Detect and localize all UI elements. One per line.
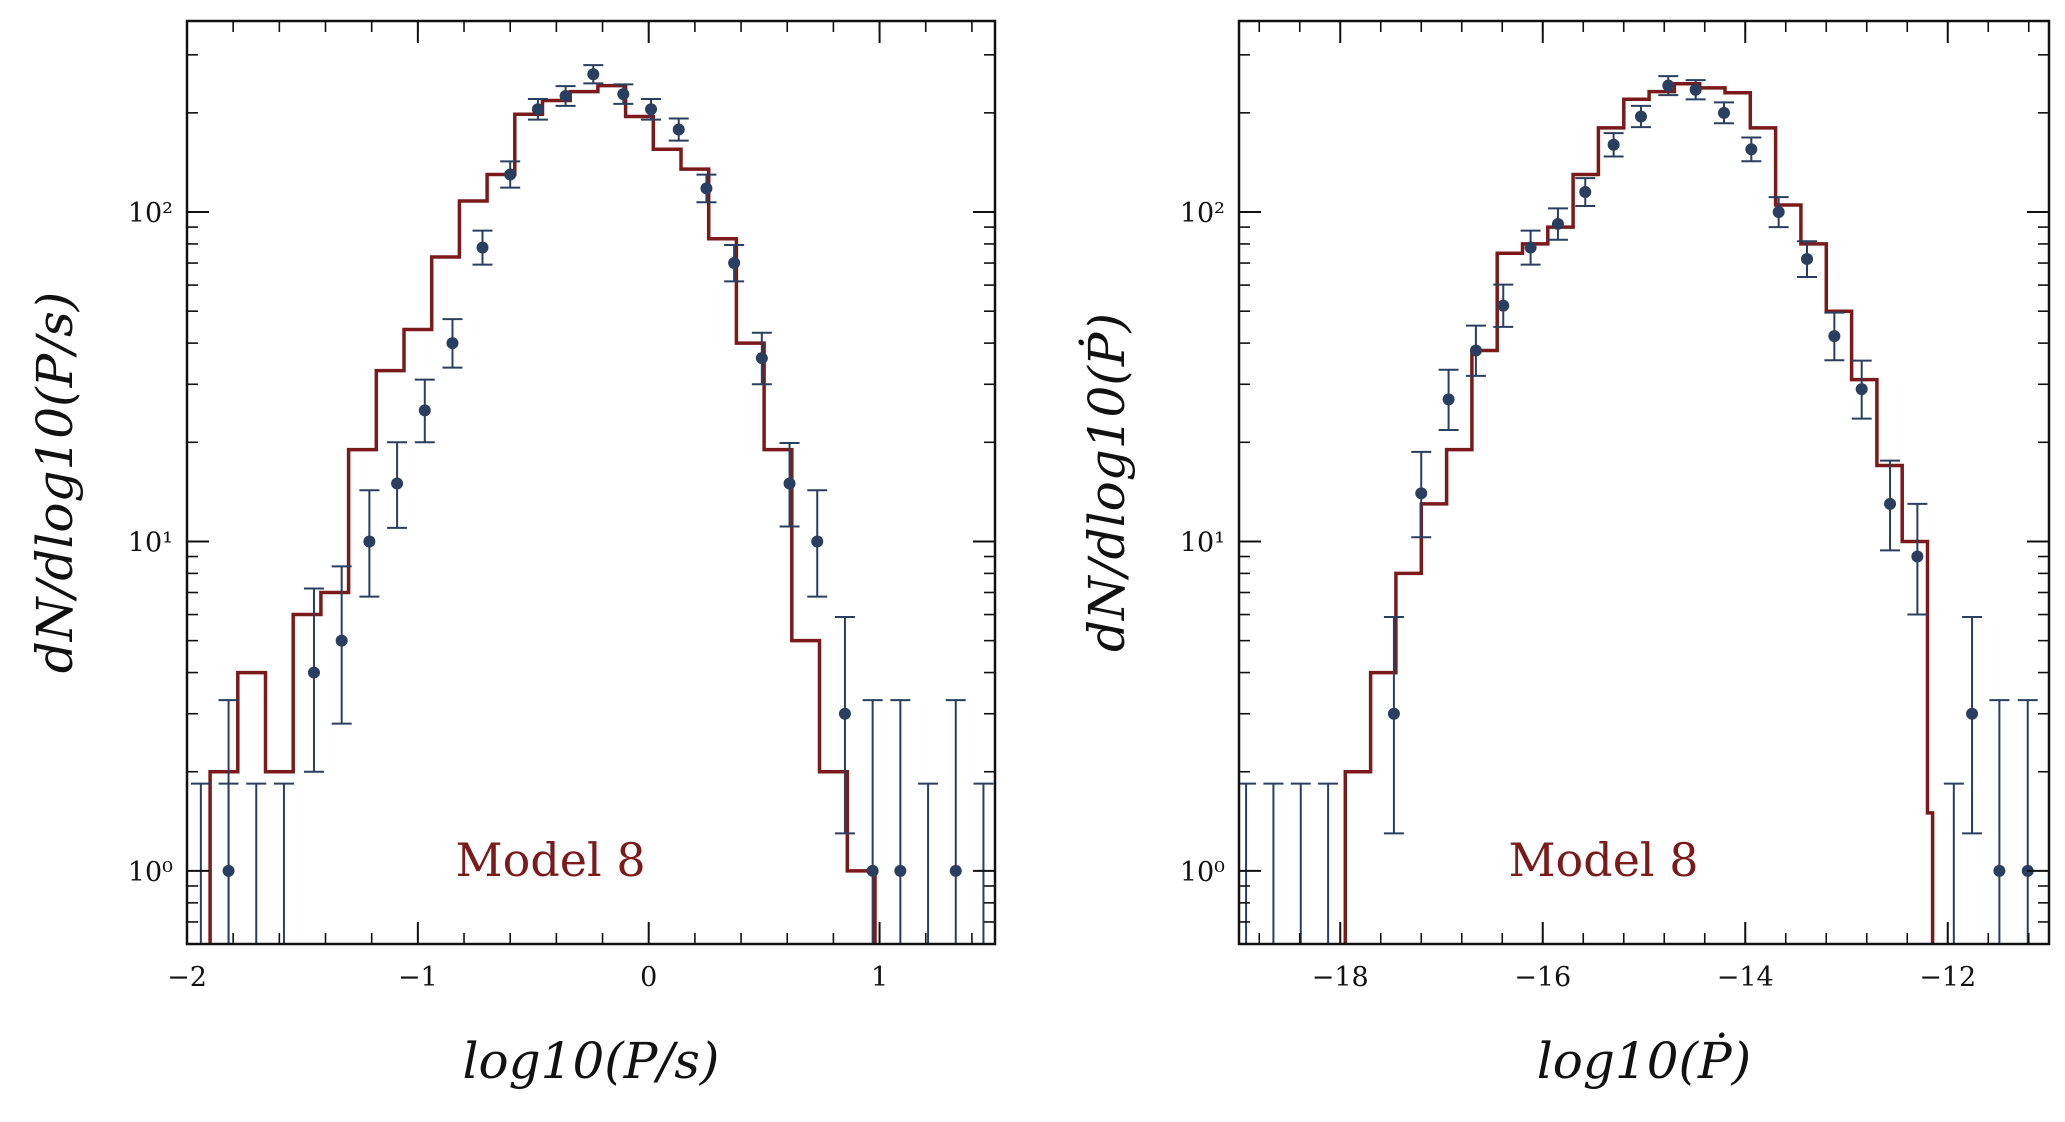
data-point	[1911, 550, 1924, 563]
data-point	[728, 257, 741, 270]
x-tick-label: −16	[1514, 962, 1571, 993]
data-point	[559, 89, 572, 102]
y-tick-label: 10⁰	[128, 857, 173, 888]
data-point	[1607, 138, 1620, 151]
model-histogram-line	[1343, 82, 1935, 944]
x-tick-label: −2	[167, 962, 207, 993]
y-tick-label: 10²	[128, 198, 173, 229]
x-tick-label: 1	[871, 962, 888, 993]
data-point	[811, 535, 824, 548]
y-tick-label: 10¹	[128, 527, 173, 558]
ticks-period: −2 −1 0 1 10⁰ 10¹ 10²	[128, 21, 995, 993]
axes-frame-pdot	[1237, 19, 2051, 946]
plot-area-period	[190, 64, 994, 944]
y-tick-label: 10⁰	[1180, 857, 1225, 888]
x-tick-label: −12	[1919, 962, 1976, 993]
data-point	[755, 352, 768, 365]
data-point	[1884, 497, 1897, 510]
data-point	[1662, 79, 1675, 92]
x-tick-label: −1	[398, 962, 438, 993]
panel-pdot: −18 −16 −14 −12 10⁰ 10¹ 10² Model 8 log10(Ṗ) d…	[1077, 19, 2051, 1090]
data-point	[700, 182, 713, 195]
data-point	[418, 404, 431, 417]
data-point	[446, 337, 459, 350]
data-point	[1772, 206, 1785, 219]
model-histogram-line	[208, 83, 877, 944]
data-point	[1993, 864, 2006, 877]
x-tick-label: −18	[1312, 962, 1369, 993]
data-point	[1551, 217, 1564, 230]
data-point	[783, 477, 796, 490]
x-axis-label: log10(Ṗ)	[1537, 1031, 1751, 1090]
model-annotation: Model 8	[456, 833, 646, 887]
data-point	[1828, 330, 1841, 343]
data-point	[1387, 707, 1400, 720]
y-axis-label: dN/dlog10(P/s)	[26, 292, 84, 674]
data-point	[838, 707, 851, 720]
data-point	[587, 68, 600, 81]
model-annotation: Model 8	[1508, 833, 1698, 887]
data-point	[672, 123, 685, 136]
data-point	[645, 103, 658, 116]
data-point	[1966, 707, 1979, 720]
x-axis-label: log10(P/s)	[463, 1032, 720, 1090]
data-point	[1469, 344, 1482, 357]
data-point	[1717, 106, 1730, 119]
data-point	[866, 864, 879, 877]
data-point	[1745, 143, 1758, 156]
data-point	[531, 103, 544, 116]
data-point	[949, 864, 962, 877]
axes-frame-period	[185, 19, 997, 946]
y-tick-label: 10¹	[1180, 527, 1225, 558]
data-point	[894, 864, 907, 877]
y-axis-label: dN/dlog10(Ṗ)	[1077, 313, 1136, 652]
data-point	[1524, 241, 1537, 254]
data-point	[335, 634, 348, 647]
data-point	[1855, 383, 1868, 396]
data-point	[1689, 83, 1702, 96]
data-point	[1442, 393, 1455, 406]
x-tick-label: 0	[640, 962, 657, 993]
data-point	[1415, 487, 1428, 500]
panel-period: −2 −1 0 1 10⁰ 10¹ 10² Model 8 log10(P/s) dN/dl…	[26, 19, 997, 1090]
data-point	[1801, 253, 1814, 266]
ticks-pdot: −18 −16 −14 −12 10⁰ 10¹ 10²	[1180, 21, 2049, 993]
y-tick-label: 10²	[1180, 198, 1225, 229]
plot-area-pdot	[1239, 75, 2038, 944]
data-point	[504, 168, 517, 181]
data-point	[617, 88, 630, 101]
data-point	[391, 477, 404, 490]
data-point	[363, 535, 376, 548]
data-point	[1579, 186, 1592, 199]
data-point	[1497, 299, 1510, 312]
data-point	[307, 666, 320, 679]
data-point	[1634, 110, 1647, 123]
x-tick-label: −14	[1717, 962, 1774, 993]
data-point	[476, 241, 489, 254]
